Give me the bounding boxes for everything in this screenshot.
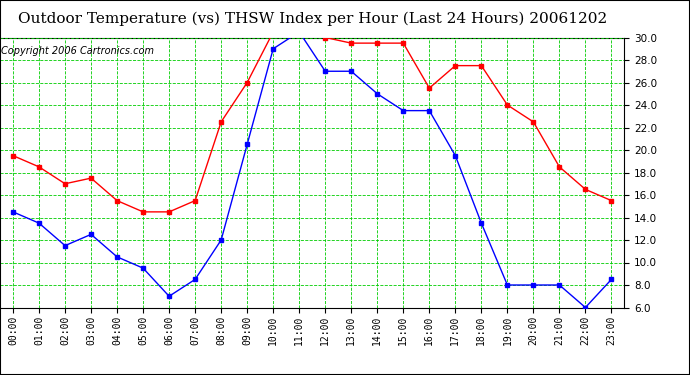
Text: Outdoor Temperature (vs) THSW Index per Hour (Last 24 Hours) 20061202: Outdoor Temperature (vs) THSW Index per … bbox=[18, 12, 607, 26]
Text: Copyright 2006 Cartronics.com: Copyright 2006 Cartronics.com bbox=[1, 46, 155, 56]
